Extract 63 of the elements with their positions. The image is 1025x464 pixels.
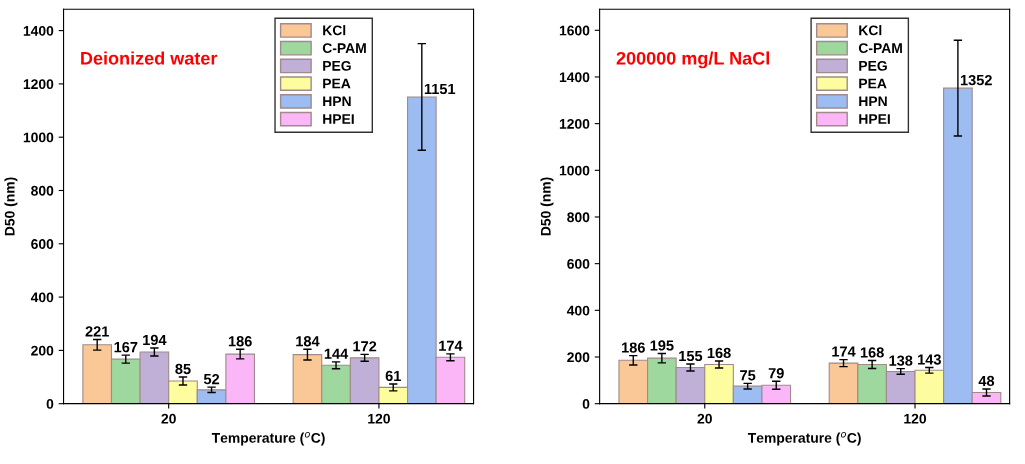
y-tick-label: 800 [567,212,590,223]
y-tick-label: 200 [567,352,590,363]
data-label: 79 [768,368,784,379]
legend-label: HPN [859,96,887,107]
annotation: 200000 mg/L NaCl [616,51,769,69]
data-label: 144 [324,348,349,359]
y-tick-label: 400 [566,305,590,316]
y-tick-label: 1400 [23,25,54,36]
legend-label: PEG [859,60,887,71]
y-axis-title: D50 (nm) [4,177,18,236]
y-tick-label: 400 [30,292,54,303]
legend-label: HPN [323,96,351,107]
y-tick-label: 1200 [559,118,590,129]
legend-label: KCl [859,25,882,36]
legend-label: KCl [323,25,346,36]
data-label: 195 [650,340,674,351]
x-tick-label: 120 [368,413,390,424]
data-label: 174 [439,340,463,351]
y-axis-title: D50 (nm) [540,177,554,236]
data-label: 194 [143,334,167,346]
y-tick-label: 1400 [559,72,590,83]
data-label: 52 [203,373,220,385]
y-tick-label: 1000 [559,165,590,176]
data-label: 174 [832,346,856,357]
x-tick-label: 20 [161,413,176,424]
legend-label: PEA [859,78,887,89]
x-axis-title: Temperature ($^{o}$C) [747,431,861,446]
legend-label: C-PAM [322,43,366,54]
x-axis-title: Temperature ($^{o}$C) [211,431,325,446]
y-tick-label: 1600 [559,25,590,36]
data-label: 184 [296,336,320,347]
data-label: 1352 [960,74,992,86]
y-tick-label: 1200 [23,79,54,90]
x-tick-label: 20 [697,413,712,424]
data-label: 1151 [424,83,456,95]
y-tick-label: 600 [31,239,54,249]
legend-label: PEA [323,78,351,89]
data-label: 75 [740,370,756,381]
y-tick-label: 600 [567,258,590,269]
y-tick-label: 0 [582,399,590,409]
data-label: 186 [228,336,252,347]
y-tick-label: 0 [46,399,54,409]
x-tick-label: 120 [904,413,927,424]
data-label: 143 [918,354,941,365]
legend-label: HPEI [323,114,354,124]
data-label: 221 [85,326,109,337]
y-tick-label: 800 [31,185,54,196]
data-label: 138 [889,355,913,366]
data-label: 172 [353,341,377,352]
legend-label: HPEI [859,114,890,124]
data-label: 168 [860,347,884,358]
legend-label: PEG [323,60,351,71]
data-label: 167 [114,341,138,353]
data-label: 48 [978,375,995,387]
data-label: 85 [175,363,191,375]
data-label: 155 [679,350,703,362]
data-label: 186 [622,342,645,353]
y-tick-label: 200 [31,345,54,356]
annotation: Deionized water [81,51,218,65]
data-label: 168 [707,347,731,359]
data-label: 61 [385,370,401,382]
legend-label: C-PAM [858,43,902,54]
y-tick-label: 1000 [23,132,54,143]
